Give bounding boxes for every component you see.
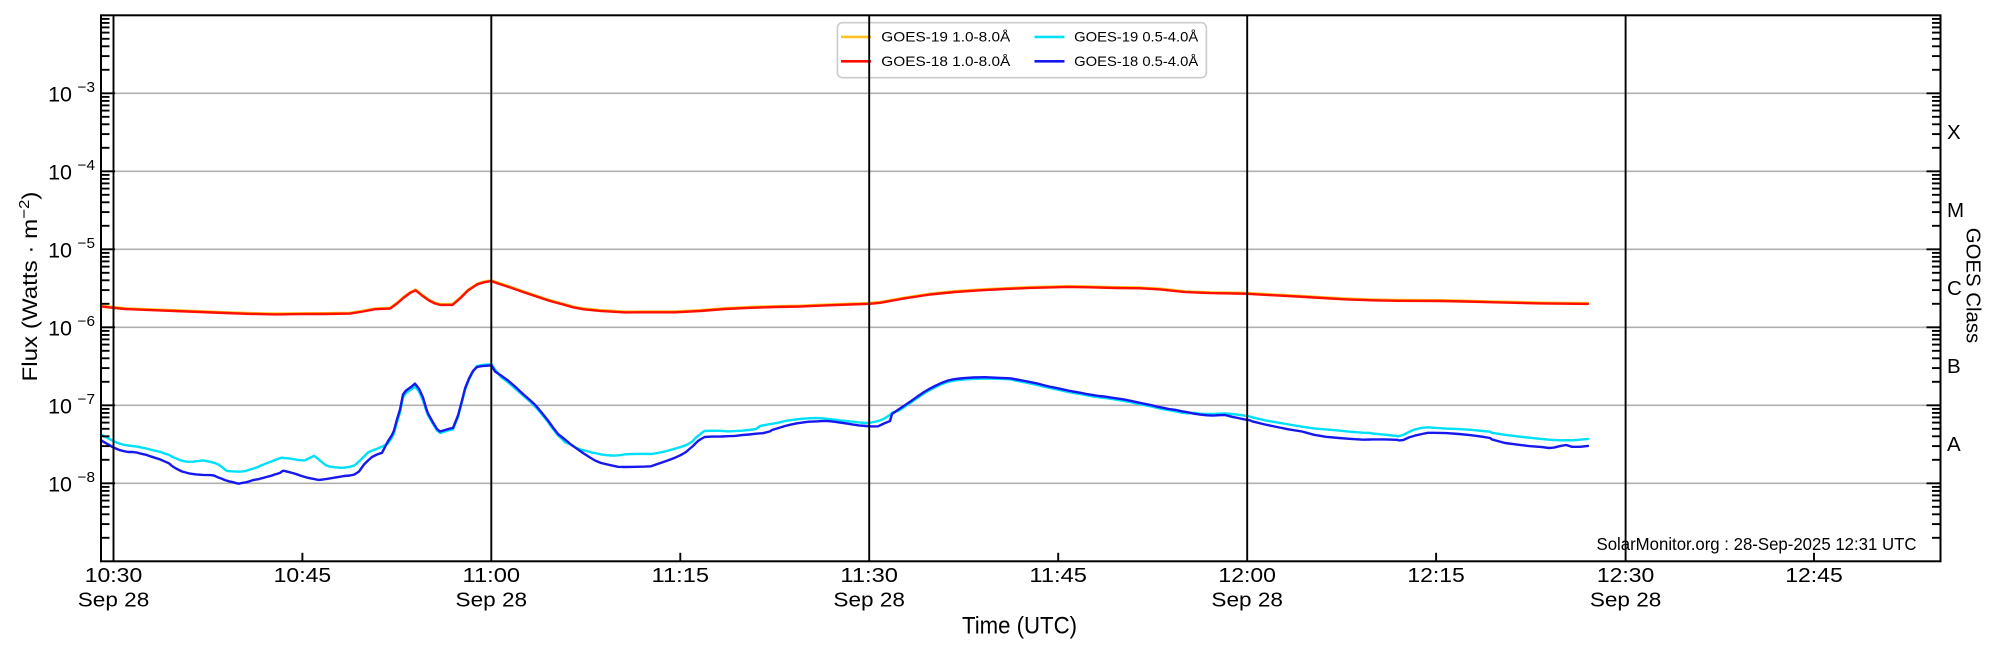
svg-text:−5: −5 — [78, 236, 96, 252]
svg-text:−6: −6 — [78, 314, 96, 330]
svg-text:GOES Class: GOES Class — [1962, 228, 1984, 344]
svg-text:Sep 28: Sep 28 — [1211, 589, 1283, 611]
svg-text:Time (UTC): Time (UTC) — [962, 613, 1077, 640]
svg-text:−7: −7 — [78, 392, 96, 408]
svg-text:Sep 28: Sep 28 — [78, 589, 150, 611]
svg-text:11:30: 11:30 — [840, 565, 898, 587]
svg-text:12:15: 12:15 — [1407, 565, 1465, 587]
svg-text:GOES-18 1.0-8.0Å: GOES-18 1.0-8.0Å — [881, 53, 1011, 69]
svg-text:11:45: 11:45 — [1029, 565, 1087, 587]
svg-text:−3: −3 — [78, 80, 96, 96]
svg-text:C: C — [1947, 277, 1962, 300]
svg-text:X: X — [1947, 121, 1961, 144]
svg-text:10: 10 — [48, 317, 72, 341]
svg-text:GOES-19 0.5-4.0Å: GOES-19 0.5-4.0Å — [1074, 28, 1199, 44]
svg-text:10: 10 — [48, 161, 72, 185]
svg-text:10: 10 — [48, 473, 72, 497]
svg-text:SolarMonitor.org : 28-Sep-2025: SolarMonitor.org : 28-Sep-2025 12:31 UTC — [1597, 534, 1917, 554]
svg-text:11:00: 11:00 — [463, 565, 521, 587]
svg-text:M: M — [1947, 199, 1964, 222]
svg-text:Sep 28: Sep 28 — [833, 589, 905, 611]
svg-text:11:15: 11:15 — [652, 565, 710, 587]
svg-text:12:45: 12:45 — [1785, 565, 1843, 587]
svg-text:Sep 28: Sep 28 — [1590, 589, 1662, 611]
svg-text:12:30: 12:30 — [1597, 565, 1655, 587]
svg-text:GOES-19 1.0-8.0Å: GOES-19 1.0-8.0Å — [881, 28, 1011, 44]
svg-text:10: 10 — [48, 83, 72, 107]
svg-text:10:45: 10:45 — [274, 565, 332, 587]
svg-text:−8: −8 — [78, 470, 96, 486]
svg-text:10: 10 — [48, 239, 72, 263]
svg-text:Sep 28: Sep 28 — [456, 589, 528, 611]
svg-text:10:30: 10:30 — [85, 565, 143, 587]
svg-text:GOES-18 0.5-4.0Å: GOES-18 0.5-4.0Å — [1074, 53, 1199, 69]
svg-text:B: B — [1947, 355, 1961, 378]
svg-text:−4: −4 — [78, 158, 96, 174]
svg-text:A: A — [1947, 433, 1961, 456]
svg-text:Flux (Watts · m−2): Flux (Watts · m−2) — [16, 192, 42, 382]
svg-text:12:00: 12:00 — [1218, 565, 1276, 587]
svg-text:10: 10 — [48, 395, 72, 419]
